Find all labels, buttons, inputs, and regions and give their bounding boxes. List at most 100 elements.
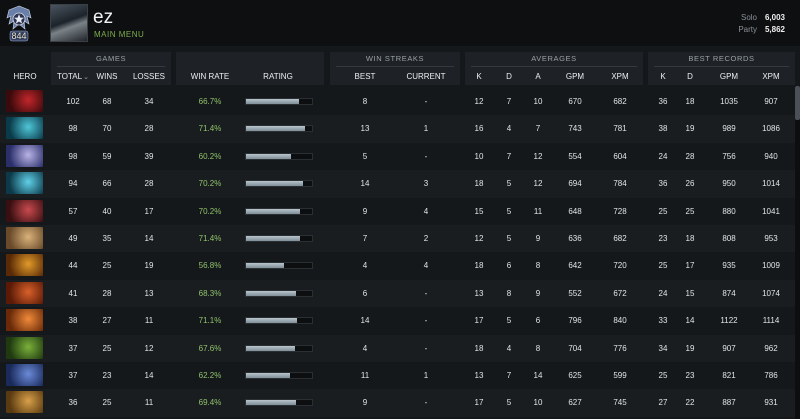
cell-avg-xpm: 720 (613, 261, 627, 271)
rank-number: 844 (11, 31, 27, 41)
table-row[interactable]: 41 28 13 68.3% 6 - 13 8 9 552 672 24 15 874 1074 (0, 280, 795, 307)
cell-wins: 25 (102, 398, 112, 408)
cell-record-xpm: 1114 (762, 316, 780, 326)
column-header-total-label: TOTAL (57, 72, 83, 81)
cell-current-streak: 3 (423, 179, 429, 189)
cell-current-streak: 4 (423, 261, 429, 271)
column-header-wins[interactable]: WINS (96, 72, 118, 81)
table-row[interactable]: 49 35 14 71.4% 7 2 12 5 9 636 682 23 18 808 953 (0, 225, 795, 252)
cell-avg-deaths: 5 (506, 234, 512, 243)
table-row[interactable]: 36 25 11 69.4% 9 - 17 5 10 627 745 27 22 887 931 (0, 389, 795, 416)
hero-portrait[interactable] (6, 172, 43, 195)
hero-portrait[interactable] (6, 391, 43, 414)
column-header-losses[interactable]: LOSSES (132, 72, 165, 81)
cell-record-xpm: 953 (764, 234, 778, 243)
cell-avg-gpm: 648 (568, 206, 582, 216)
cell-record-deaths: 15 (685, 288, 695, 298)
column-header-avg-gpm[interactable]: GPM (565, 72, 585, 81)
cell-avg-kills: 12 (474, 97, 484, 106)
rating-bar (245, 399, 313, 407)
hero-portrait[interactable] (6, 309, 43, 332)
cell-avg-assists: 14 (533, 371, 543, 380)
table-row[interactable]: 37 23 14 62.2% 11 1 13 7 14 625 599 25 23 821 786 (0, 362, 795, 389)
cell-record-gpm: 808 (722, 234, 736, 243)
group-win-streaks-title: WIN STREAKS (365, 54, 425, 63)
column-header-record-gpm[interactable]: GPM (719, 72, 739, 81)
column-header-record-deaths[interactable]: D (687, 72, 693, 81)
column-header-rating[interactable]: RATING (263, 72, 293, 81)
cell-wins: 35 (102, 234, 112, 243)
hero-portrait[interactable] (6, 199, 43, 222)
column-header-record-xpm[interactable]: XPM (762, 72, 780, 81)
cell-wins: 25 (102, 261, 112, 271)
rank-medal-icon (6, 5, 32, 42)
column-header-record-kills[interactable]: K (660, 72, 666, 81)
cell-avg-deaths: 5 (506, 206, 512, 216)
column-header-avg-assists[interactable]: A (535, 72, 541, 81)
hero-portrait[interactable] (6, 364, 43, 386)
hero-portrait[interactable] (6, 227, 43, 249)
table-row[interactable]: 44 25 19 56.8% 4 4 18 6 8 642 720 25 17 935 1009 (0, 252, 795, 279)
cell-win-rate: 70.2% (198, 206, 222, 216)
column-header-avg-deaths[interactable]: D (506, 72, 512, 81)
hero-portrait[interactable] (6, 254, 43, 277)
hero-portrait[interactable] (6, 281, 43, 304)
cell-record-deaths: 18 (685, 97, 695, 106)
hero-portrait[interactable] (6, 117, 43, 140)
cell-avg-deaths: 5 (506, 398, 512, 408)
rating-bar (245, 152, 313, 160)
table-row[interactable]: 98 59 39 60.2% 5 - 10 7 12 554 604 24 28 756 940 (0, 143, 795, 170)
cell-avg-xpm: 604 (613, 151, 627, 161)
scrollbar-thumb[interactable] (795, 86, 800, 120)
column-header-total[interactable]: TOTAL⌄ (52, 72, 94, 81)
table-row[interactable]: 98 70 28 71.4% 13 1 16 4 7 743 781 38 19 989 1086 (0, 115, 795, 142)
cell-avg-xpm: 781 (613, 124, 627, 134)
column-header-avg-xpm[interactable]: XPM (611, 72, 629, 81)
scrollbar[interactable] (795, 86, 800, 419)
table-row[interactable]: 102 68 34 66.7% 8 - 12 7 10 670 682 36 18 1035 907 (0, 88, 795, 115)
column-header-hero[interactable]: HERO (13, 72, 37, 81)
cell-total: 49 (68, 234, 78, 243)
table-row[interactable]: 38 27 11 71.1% 14 - 17 5 6 796 840 33 14 1122 1114 (0, 307, 795, 334)
cell-record-kills: 25 (658, 261, 668, 271)
cell-best-streak: 9 (362, 206, 368, 216)
rating-bar-fill (246, 345, 295, 351)
column-header-avg-kills[interactable]: K (476, 72, 482, 81)
cell-total: 98 (68, 151, 78, 161)
cell-avg-kills: 18 (474, 179, 484, 189)
column-header-win-rate[interactable]: WIN RATE (190, 72, 230, 81)
column-header-current-streak[interactable]: CURRENT (406, 72, 446, 81)
cell-avg-gpm: 704 (568, 343, 582, 353)
cell-record-gpm: 907 (722, 343, 736, 353)
cell-record-kills: 23 (658, 234, 668, 243)
hero-portrait[interactable] (6, 336, 43, 359)
table-row[interactable]: 57 40 17 70.2% 9 4 15 5 11 648 728 25 25 880 1041 (0, 198, 795, 225)
divider (336, 66, 454, 67)
cell-win-rate: 62.2% (198, 371, 222, 380)
hero-portrait[interactable] (6, 144, 43, 167)
cell-avg-xpm: 784 (613, 179, 627, 189)
table-row[interactable]: 37 25 12 67.6% 4 - 18 4 8 704 776 34 19 907 962 (0, 335, 795, 362)
rating-bar-fill (246, 263, 285, 269)
column-header-best-streak[interactable]: BEST (354, 72, 376, 81)
cell-avg-gpm: 743 (568, 124, 582, 134)
cell-best-streak: 11 (360, 371, 370, 380)
cell-losses: 34 (144, 97, 154, 106)
cell-win-rate: 56.8% (198, 261, 222, 271)
cell-current-streak: - (424, 316, 428, 326)
cell-win-rate: 71.4% (198, 234, 222, 243)
avatar[interactable] (50, 4, 88, 42)
main-menu-link[interactable]: MAIN MENU (94, 30, 145, 39)
cell-record-xpm: 1014 (762, 179, 780, 189)
cell-best-streak: 9 (362, 398, 368, 408)
cell-record-kills: 36 (658, 97, 668, 106)
rating-bar-fill (246, 153, 291, 159)
cell-record-kills: 33 (658, 316, 668, 326)
cell-win-rate: 66.7% (198, 97, 222, 106)
party-value: 5,862 (764, 25, 785, 34)
rating-bar (245, 207, 313, 215)
hero-portrait[interactable] (6, 90, 43, 112)
cell-losses: 28 (144, 179, 154, 189)
table-row[interactable]: 94 66 28 70.2% 14 3 18 5 12 694 784 36 26 950 1014 (0, 170, 795, 197)
cell-win-rate: 67.6% (198, 343, 222, 353)
